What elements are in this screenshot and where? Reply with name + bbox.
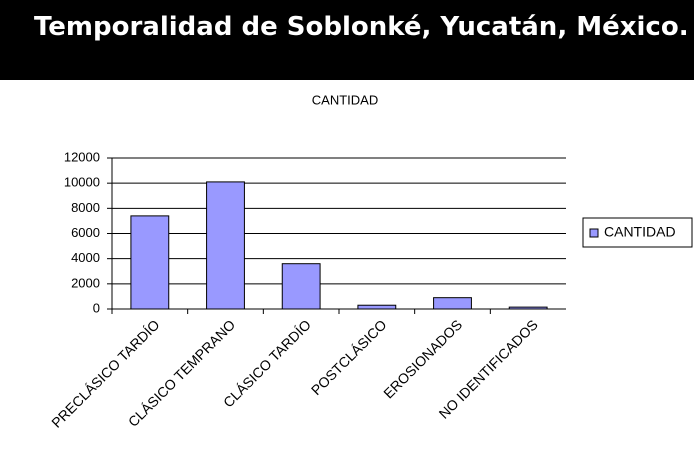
bar <box>357 304 397 310</box>
bar <box>433 297 472 310</box>
y-tick-label: 8000 <box>71 200 100 215</box>
legend-swatch <box>589 228 599 238</box>
y-tick-label: 0 <box>93 300 100 315</box>
y-tick-label: 12000 <box>64 149 100 164</box>
bar <box>130 215 170 310</box>
y-tick-label: 2000 <box>71 275 100 290</box>
bar <box>206 181 245 310</box>
header: Temporalidad de Soblonké, Yucatán, Méxic… <box>0 0 694 80</box>
x-tick-label: EROSIONADOS <box>380 316 465 401</box>
legend-label: CANTIDAD <box>604 224 676 240</box>
bar <box>508 306 548 310</box>
y-tick-label: 6000 <box>71 225 100 240</box>
header-title: Temporalidad de Soblonké, Yucatán, Méxic… <box>34 12 689 42</box>
x-tick-label: POSTCLÁSICO <box>308 316 390 398</box>
chart-title: CANTIDAD <box>312 92 378 107</box>
legend-box <box>582 217 693 248</box>
bar <box>281 263 321 310</box>
y-tick-label: 10000 <box>64 175 100 190</box>
y-tick-label: 4000 <box>71 250 100 265</box>
